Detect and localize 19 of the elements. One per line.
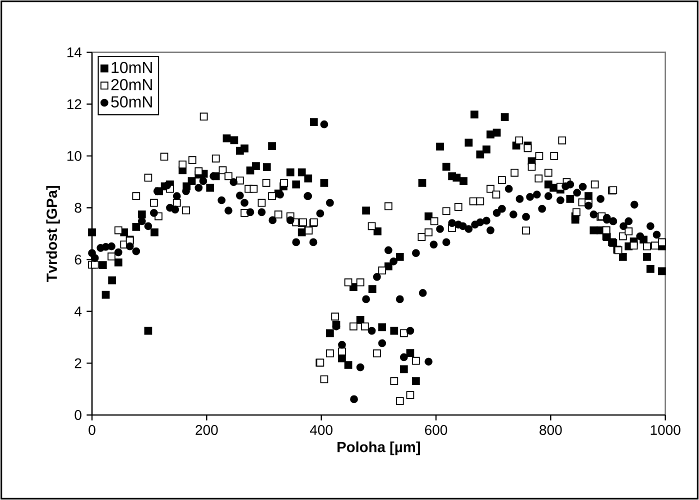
y-tick-label: 12 [67, 99, 82, 110]
y-axis-title: Tvrdost [GPa] [46, 186, 60, 282]
y-tick-label: 8 [74, 202, 82, 213]
y-tick-label: 14 [67, 48, 82, 58]
x-tick-label: 1000 [650, 425, 680, 435]
x-tick-label: 400 [310, 425, 332, 435]
x-tick-label: 600 [425, 425, 448, 435]
x-axis-title: Poloha [µm] [338, 441, 420, 456]
x-tick-label: 200 [196, 425, 218, 435]
legend-label: 50mN [111, 96, 152, 108]
legend-label: 10mN [112, 62, 152, 74]
x-tick-label: 800 [540, 425, 562, 435]
y-tick-label: 4 [74, 306, 82, 316]
x-tick-label: 0 [88, 425, 96, 435]
y-tick-label: 10 [67, 151, 82, 161]
y-tick-label: 6 [74, 254, 82, 265]
y-tick-label: 2 [74, 358, 82, 368]
y-tick-label: 0 [74, 410, 82, 420]
legend-label: 20mN [111, 79, 152, 90]
